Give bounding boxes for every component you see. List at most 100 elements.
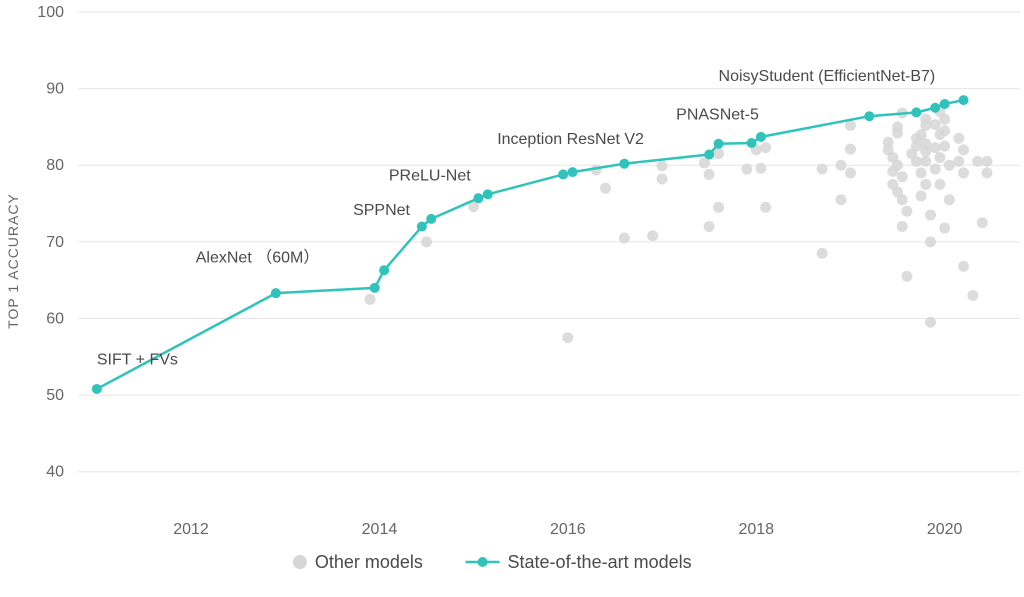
other-model-point: [967, 290, 978, 301]
sota-point: [483, 189, 493, 199]
other-model-point: [916, 190, 927, 201]
sota-point: [271, 288, 281, 298]
other-model-point: [939, 125, 950, 136]
y-tick-label: 60: [46, 310, 64, 327]
other-model-point: [892, 128, 903, 139]
other-model-point: [421, 236, 432, 247]
other-model-point: [657, 160, 668, 171]
other-model-point: [934, 179, 945, 190]
other-model-point: [760, 142, 771, 153]
other-model-point: [817, 248, 828, 259]
sota-point: [714, 139, 724, 149]
other-model-point: [901, 206, 912, 217]
sota-point: [747, 138, 757, 148]
sota-point: [756, 132, 766, 142]
other-model-point: [911, 156, 922, 167]
other-model-point: [619, 233, 630, 244]
other-model-point: [704, 221, 715, 232]
sota-point: [930, 103, 940, 113]
other-model-point: [657, 174, 668, 185]
other-model-point: [887, 166, 898, 177]
sota-point: [619, 159, 629, 169]
x-tick-label: 2018: [738, 521, 774, 538]
sota-point: [473, 193, 483, 203]
other-model-point: [897, 171, 908, 182]
other-model-point: [916, 167, 927, 178]
sota-point: [370, 283, 380, 293]
other-model-point: [930, 119, 941, 130]
other-model-point: [972, 156, 983, 167]
other-model-point: [982, 156, 993, 167]
other-model-point: [713, 202, 724, 213]
annotation-label: PReLU-Net: [389, 168, 471, 185]
legend-label: Other models: [315, 552, 423, 572]
annotation-label: NoisyStudent (EfficientNet-B7): [719, 68, 936, 85]
other-model-point: [934, 152, 945, 163]
other-model-point: [836, 194, 847, 205]
other-model-point: [925, 236, 936, 247]
sota-point: [426, 214, 436, 224]
other-model-point: [944, 160, 955, 171]
chart-svg: 40506070809010020122014201620182020TOP 1…: [0, 0, 1024, 597]
other-model-point: [925, 210, 936, 221]
y-tick-label: 70: [46, 234, 64, 251]
legend-line-marker-icon: [478, 557, 488, 567]
other-model-point: [939, 223, 950, 234]
annotation-label: SPPNet: [353, 202, 410, 219]
other-model-point: [939, 114, 950, 125]
sota-point: [704, 150, 714, 160]
sota-point: [417, 222, 427, 232]
other-model-point: [365, 294, 376, 305]
other-model-point: [845, 144, 856, 155]
other-model-point: [920, 179, 931, 190]
other-model-point: [930, 142, 941, 153]
other-model-point: [647, 230, 658, 241]
x-tick-label: 2020: [927, 521, 963, 538]
other-model-point: [982, 167, 993, 178]
other-model-point: [755, 163, 766, 174]
other-model-point: [920, 146, 931, 157]
y-tick-label: 40: [46, 464, 64, 481]
annotation-label: Inception ResNet V2: [497, 131, 644, 148]
other-model-point: [953, 133, 964, 144]
sota-point: [864, 111, 874, 121]
sota-point: [558, 169, 568, 179]
legend-dot-icon: [293, 555, 307, 569]
other-model-point: [704, 169, 715, 180]
y-axis-label: TOP 1 ACCURACY: [5, 193, 21, 329]
other-model-point: [836, 160, 847, 171]
y-tick-label: 50: [46, 387, 64, 404]
other-model-point: [958, 144, 969, 155]
legend-label: State-of-the-art models: [508, 552, 692, 572]
y-tick-label: 90: [46, 81, 64, 98]
other-model-point: [897, 194, 908, 205]
other-model-point: [977, 217, 988, 228]
other-model-point: [760, 202, 771, 213]
other-model-point: [741, 164, 752, 175]
x-tick-label: 2014: [362, 521, 398, 538]
annotation-label: SIFT + FVs: [97, 351, 178, 368]
other-model-point: [944, 194, 955, 205]
other-model-point: [562, 332, 573, 343]
other-model-point: [920, 156, 931, 167]
other-model-point: [600, 183, 611, 194]
sota-point: [958, 95, 968, 105]
accuracy-chart: 40506070809010020122014201620182020TOP 1…: [0, 0, 1024, 597]
y-tick-label: 80: [46, 157, 64, 174]
x-tick-label: 2012: [173, 521, 209, 538]
other-model-point: [953, 156, 964, 167]
sota-point: [940, 99, 950, 109]
other-model-point: [939, 141, 950, 152]
annotation-label: PNASNet-5: [676, 106, 759, 123]
other-model-point: [817, 164, 828, 175]
other-model-point: [845, 167, 856, 178]
annotation-label: AlexNet （60M）: [196, 249, 320, 267]
sota-point: [92, 384, 102, 394]
sota-point: [568, 167, 578, 177]
sota-point: [379, 265, 389, 275]
other-model-point: [897, 221, 908, 232]
other-model-point: [901, 271, 912, 282]
other-model-point: [930, 164, 941, 175]
other-model-point: [925, 317, 936, 328]
sota-point: [911, 107, 921, 117]
